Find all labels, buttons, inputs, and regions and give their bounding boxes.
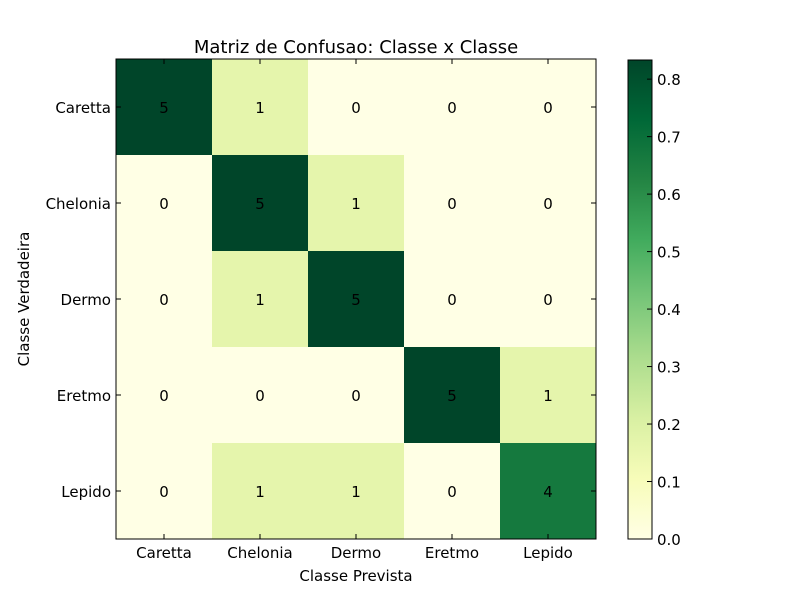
x-tick-label: Caretta (136, 544, 192, 562)
cell-value-label: 1 (255, 99, 265, 117)
cell-value-label: 0 (351, 387, 361, 405)
colorbar-tick-label: 0.2 (657, 416, 681, 434)
cell-value-label: 5 (351, 291, 361, 309)
chart-title: Matriz de Confusao: Classe x Classe (194, 37, 518, 58)
heatmap-cell (308, 347, 404, 443)
cell-value-label: 0 (543, 195, 553, 213)
heatmap-cell (116, 443, 212, 539)
heatmap-cell (212, 251, 308, 347)
heatmap-cells (116, 59, 596, 539)
cell-value-label: 0 (159, 387, 169, 405)
cell-value-label: 0 (447, 195, 457, 213)
y-tick-label: Chelonia (46, 195, 111, 213)
x-axis-ticks: Caretta Chelonia Dermo Eretmo Lepido (136, 59, 573, 562)
heatmap-cell (500, 251, 596, 347)
heatmap-cell (212, 347, 308, 443)
heatmap-cell (500, 59, 596, 155)
x-tick-label: Chelonia (227, 544, 292, 562)
heatmap-cell (116, 347, 212, 443)
x-tick-label: Lepido (523, 544, 573, 562)
heatmap-cell (308, 251, 404, 347)
heatmap-cell (308, 155, 404, 251)
heatmap-cell-labels: 5 1 0 0 00 5 1 0 00 1 5 0 00 0 0 5 10 1 1 0 4 (159, 99, 553, 501)
cell-value-label: 0 (159, 195, 169, 213)
x-tick-label: Dermo (331, 544, 381, 562)
heatmap-cell (404, 59, 500, 155)
colorbar-tick-label: 0.0 (657, 531, 681, 549)
cell-value-label: 1 (351, 483, 361, 501)
y-tick-label: Eretmo (57, 387, 111, 405)
cell-value-label: 0 (543, 99, 553, 117)
colorbar (627, 59, 653, 540)
heatmap-cell (308, 443, 404, 539)
cell-value-label: 1 (351, 195, 361, 213)
x-axis-label: Classe Prevista (299, 567, 412, 585)
cell-value-label: 0 (447, 291, 457, 309)
heatmap-cell (116, 155, 212, 251)
cell-value-label: 4 (543, 483, 553, 501)
cell-value-label: 1 (255, 291, 265, 309)
y-axis-ticks: Caretta Chelonia Dermo Eretmo Lepido (46, 99, 596, 501)
cell-value-label: 0 (447, 99, 457, 117)
y-axis-label: Classe Verdadeira (15, 232, 33, 367)
heatmap-cell (212, 59, 308, 155)
heatmap-cell (116, 59, 212, 155)
y-tick-label: Dermo (61, 291, 111, 309)
cell-value-label: 0 (351, 99, 361, 117)
colorbar-tick-label: 0.4 (657, 301, 681, 319)
x-tick-label: Eretmo (425, 544, 479, 562)
cell-value-label: 5 (255, 195, 265, 213)
heatmap-cell (500, 347, 596, 443)
heatmap-cell (212, 443, 308, 539)
heatmap-cell (116, 251, 212, 347)
heatmap-cell (308, 59, 404, 155)
colorbar-tick-label: 0.8 (657, 71, 681, 89)
cell-value-label: 0 (543, 291, 553, 309)
colorbar-ticks: 0.0 0.1 0.2 0.3 0.4 0.5 0.6 0.7 0.8 (647, 71, 681, 549)
y-tick-label: Caretta (55, 99, 111, 117)
cell-value-label: 5 (159, 99, 169, 117)
heatmap-cell (500, 155, 596, 251)
heatmap-cell (404, 347, 500, 443)
heatmap-cell (212, 155, 308, 251)
cell-value-label: 1 (255, 483, 265, 501)
heatmap-cell (404, 155, 500, 251)
cell-value-label: 1 (543, 387, 553, 405)
colorbar-tick-label: 0.6 (657, 186, 681, 204)
cell-value-label: 0 (159, 291, 169, 309)
colorbar-tick-label: 0.5 (657, 244, 681, 262)
cell-value-label: 0 (159, 483, 169, 501)
cell-value-label: 0 (447, 483, 457, 501)
colorbar-tick-label: 0.1 (657, 474, 681, 492)
heatmap-cell (404, 251, 500, 347)
plot-frame (115, 58, 597, 540)
cell-value-label: 5 (447, 387, 457, 405)
colorbar-tick-label: 0.7 (657, 129, 681, 147)
heatmap-cell (404, 443, 500, 539)
heatmap-cell (500, 443, 596, 539)
y-tick-label: Lepido (61, 483, 111, 501)
colorbar-tick-label: 0.3 (657, 359, 681, 377)
cell-value-label: 0 (255, 387, 265, 405)
